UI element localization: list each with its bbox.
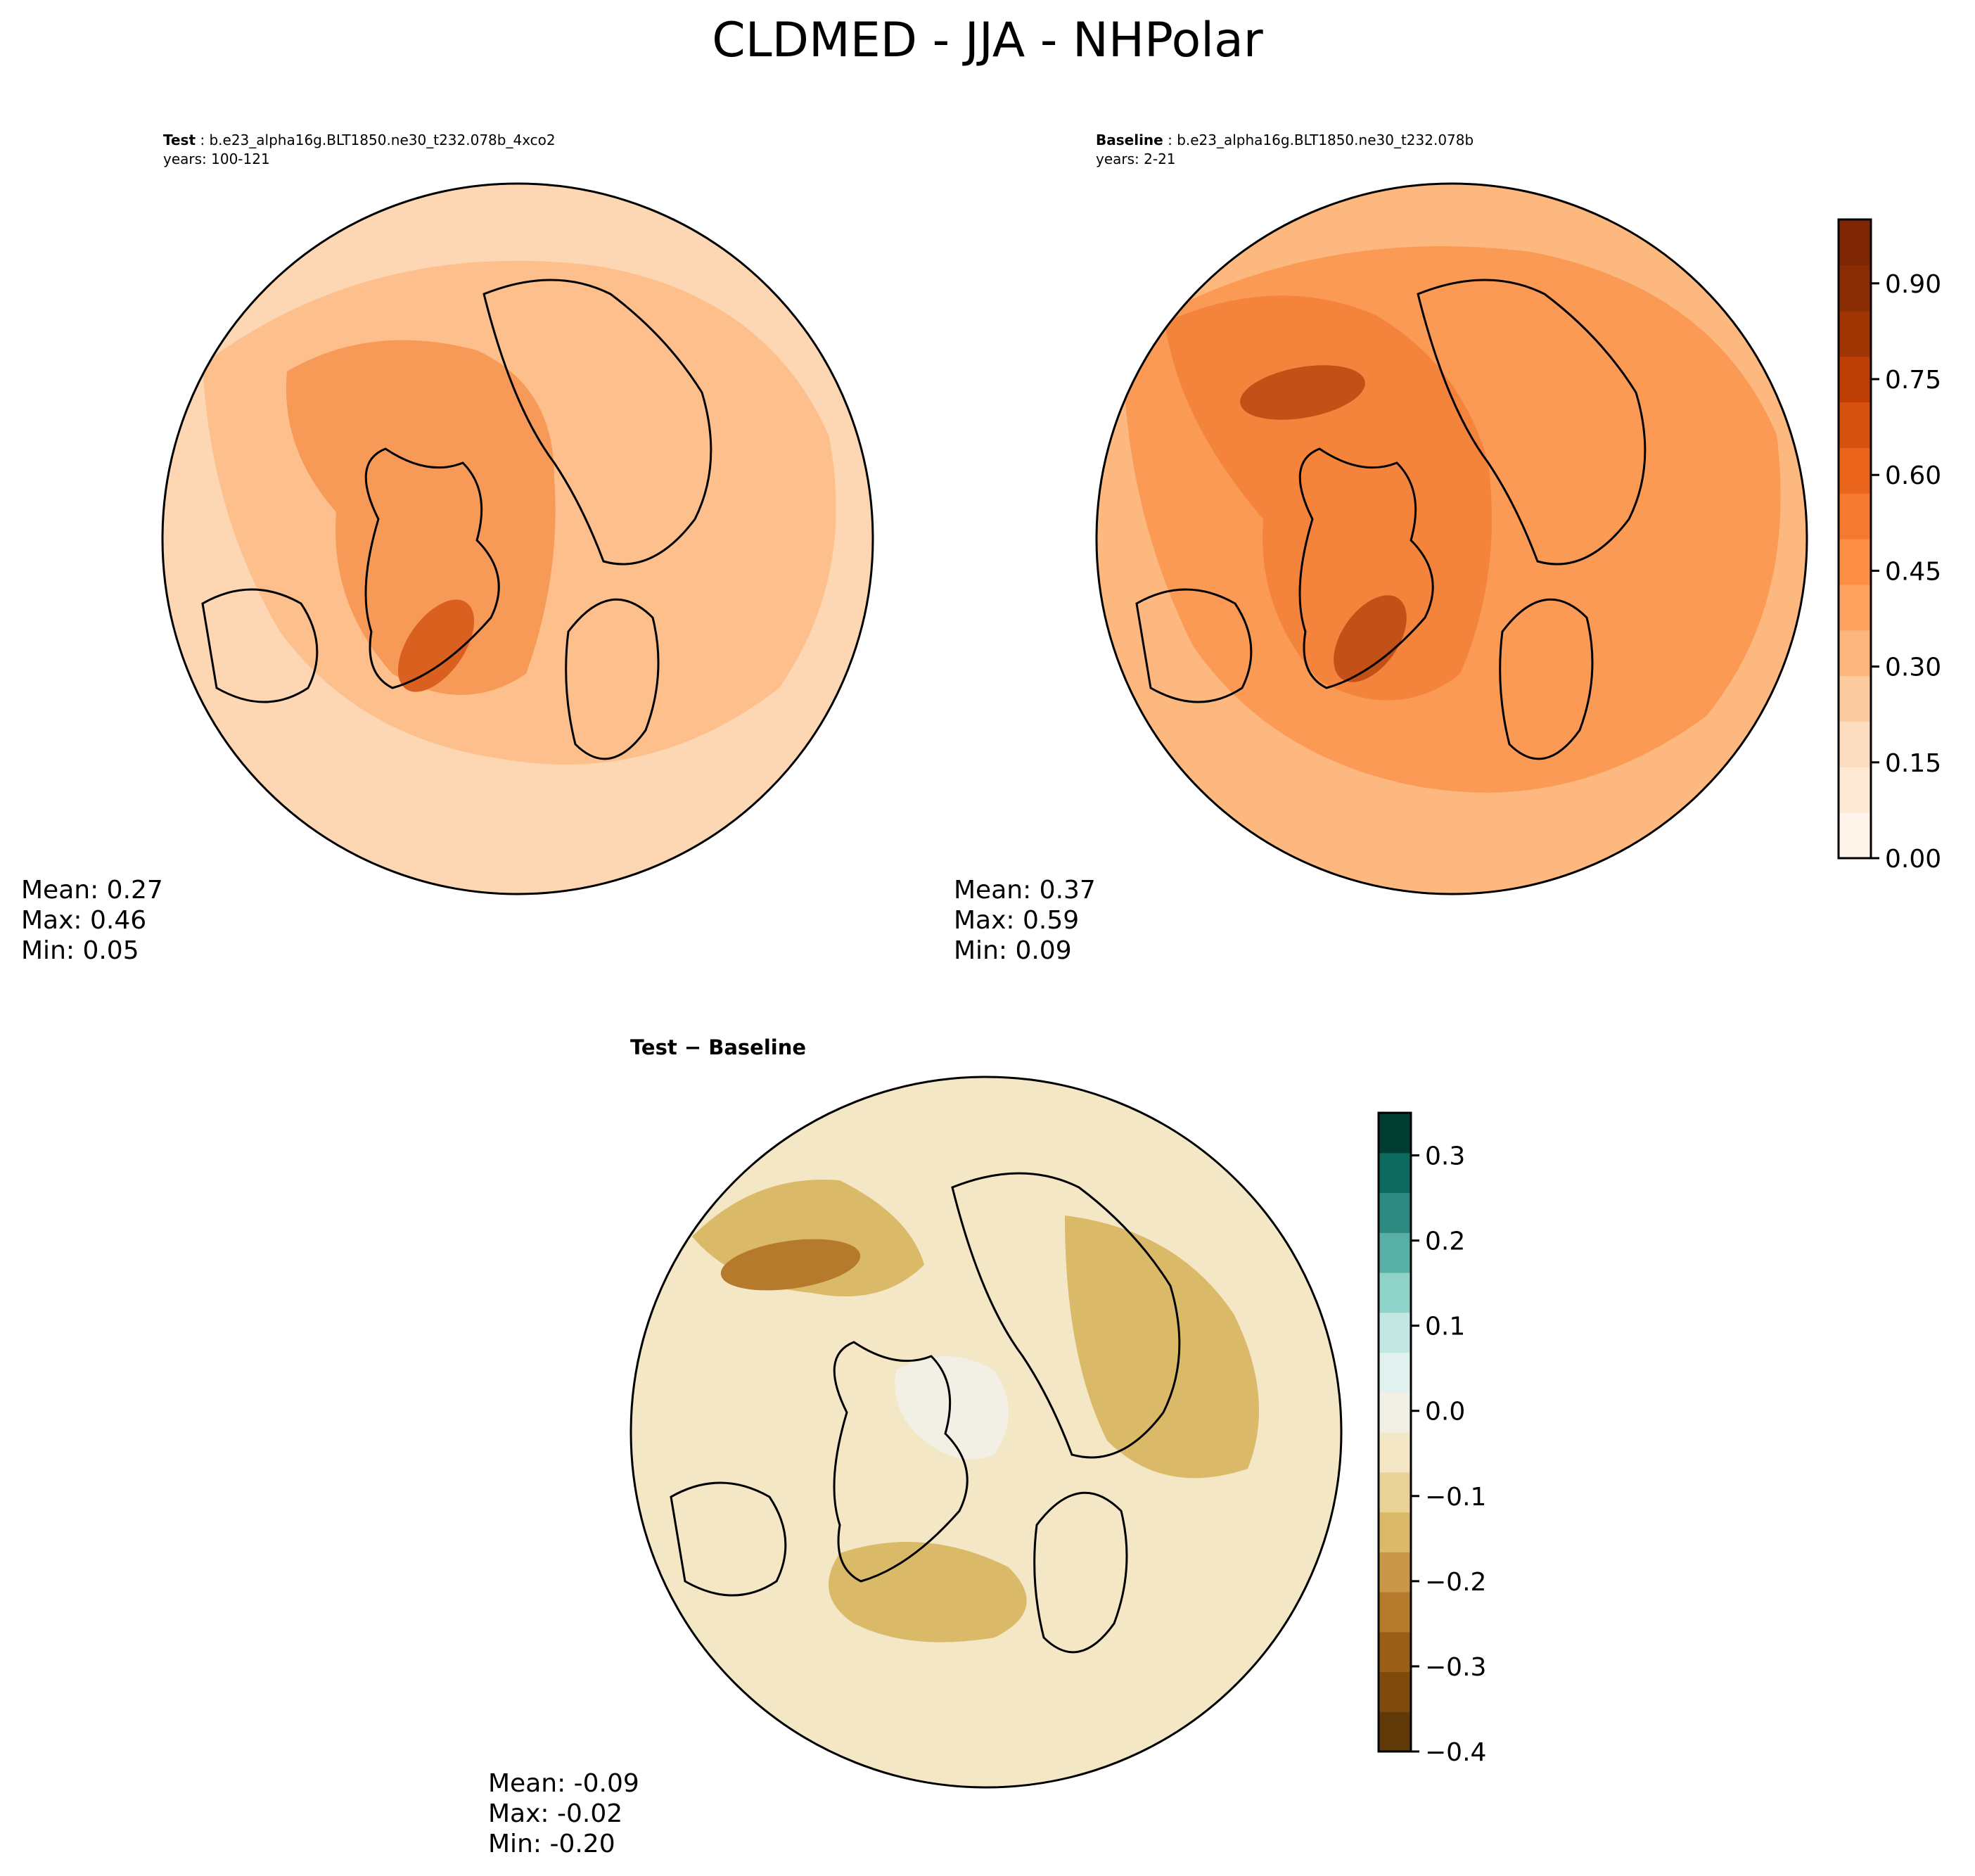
baseline-mean: Mean: 0.37 <box>954 876 1096 905</box>
baseline-label: Baseline <box>1096 132 1163 148</box>
test-stats: Mean: 0.27 Max: 0.46 Min: 0.05 <box>21 875 163 966</box>
difference-colorbar-frame <box>1377 1111 1412 1753</box>
difference-colorbar-tick-label: 0.3 <box>1425 1142 1465 1171</box>
absolute-colorbar-segment <box>1839 402 1871 448</box>
baseline-case-name: b.e23_alpha16g.BLT1850.ne30_t232.078b <box>1177 132 1474 148</box>
diff-mean: Mean: -0.09 <box>488 1769 639 1798</box>
difference-colorbar-tick-label: 0.2 <box>1425 1227 1465 1256</box>
diff-field-eurasia-high <box>720 1239 861 1291</box>
diff-coastline-north-america <box>670 1481 787 1597</box>
baseline-coastline-siberia <box>1417 279 1647 566</box>
test-years: years: 100-121 <box>163 151 270 167</box>
difference-colorbar-segment <box>1379 1352 1411 1393</box>
test-mean: Mean: 0.27 <box>21 876 163 905</box>
absolute-colorbar-segment <box>1839 356 1871 403</box>
absolute-colorbar: 0.00 0.15 0.30 0.45 0.60 0.75 0.90 <box>1837 218 1941 874</box>
absolute-colorbar-tick-label: 0.30 <box>1885 653 1941 682</box>
absolute-colorbar-segment <box>1839 539 1871 585</box>
absolute-colorbar-segment <box>1839 493 1871 540</box>
difference-colorbar-segment <box>1379 1512 1411 1552</box>
test-min: Min: 0.05 <box>21 936 139 965</box>
absolute-colorbar-segment <box>1839 721 1871 767</box>
diff-field-pole-light <box>895 1356 1009 1460</box>
diff-title: Test − Baseline <box>630 1035 807 1059</box>
diff-coastline-greenland <box>833 1341 969 1583</box>
difference-colorbar-segment <box>1379 1472 1411 1513</box>
test-max: Max: 0.46 <box>21 906 147 935</box>
difference-colorbar-tick-label: −0.1 <box>1425 1483 1486 1512</box>
baseline-subtitle: Baseline : b.e23_alpha16g.BLT1850.ne30_t… <box>1096 132 1474 167</box>
difference-colorbar-tick-label: 0.1 <box>1425 1313 1465 1341</box>
difference-colorbar-segment <box>1379 1631 1411 1673</box>
test-field-high <box>286 340 556 695</box>
diff-coastline-siberia <box>951 1172 1181 1459</box>
absolute-colorbar-frame <box>1837 218 1872 860</box>
difference-colorbar-tick-label: −0.2 <box>1425 1568 1486 1597</box>
diff-coastline-scandinavia <box>1033 1491 1128 1654</box>
baseline-field-peak-greenland <box>1334 595 1407 682</box>
difference-colorbar-segment <box>1379 1552 1411 1593</box>
baseline-coastline-greenland <box>1298 447 1434 689</box>
diff-max: Max: -0.02 <box>488 1799 623 1828</box>
absolute-colorbar-segment <box>1839 310 1871 357</box>
difference-colorbar-tick-label: −0.3 <box>1425 1653 1486 1682</box>
diff-field-siberia-mid <box>1065 1215 1259 1479</box>
difference-colorbar-tick-label: −0.4 <box>1425 1738 1486 1767</box>
test-coastline-siberia <box>482 279 712 566</box>
absolute-colorbar-segment <box>1839 584 1871 631</box>
baseline-years: years: 2-21 <box>1096 151 1176 167</box>
test-coastline-greenland <box>364 447 500 689</box>
difference-colorbar: −0.4 −0.3 −0.2 −0.1 0.0 0.1 0.2 0.3 <box>1377 1111 1486 1767</box>
difference-colorbar-segment <box>1379 1272 1411 1313</box>
difference-colorbar-segment <box>1379 1592 1411 1633</box>
absolute-colorbar-tick-label: 0.15 <box>1885 749 1941 778</box>
diff-polar-map <box>629 1076 1343 1789</box>
baseline-coastline-scandinavia <box>1499 598 1594 760</box>
baseline-field-peak-eurasia <box>1240 365 1365 420</box>
absolute-colorbar-segment <box>1839 219 1871 266</box>
difference-colorbar-segment <box>1379 1711 1411 1752</box>
test-coastline-north-america <box>201 588 319 703</box>
baseline-coastline-north-america <box>1135 588 1253 703</box>
difference-colorbar-segment <box>1379 1312 1411 1353</box>
test-field-peak <box>397 599 475 692</box>
baseline-max: Max: 0.59 <box>954 906 1080 935</box>
absolute-colorbar-segment <box>1839 767 1871 813</box>
absolute-colorbar-segment <box>1839 264 1871 312</box>
figure-title: CLDMED - JJA - NHPolar <box>712 13 1263 68</box>
absolute-colorbar-segment <box>1839 630 1871 677</box>
absolute-colorbar-tick-label: 0.45 <box>1885 557 1941 586</box>
diff-stats: Mean: -0.09 Max: -0.02 Min: -0.20 <box>488 1768 639 1859</box>
difference-colorbar-segment <box>1379 1671 1411 1712</box>
difference-colorbar-tick-label: 0.0 <box>1425 1398 1465 1427</box>
absolute-colorbar-segment <box>1839 812 1871 859</box>
diff-map-boundary <box>629 1076 1343 1789</box>
baseline-min: Min: 0.09 <box>954 936 1072 965</box>
test-polar-map <box>161 182 874 895</box>
test-label: Test <box>163 132 196 148</box>
absolute-colorbar-tick-label: 0.00 <box>1885 845 1941 874</box>
test-subtitle: Test : b.e23_alpha16g.BLT1850.ne30_t232.… <box>163 132 556 167</box>
absolute-colorbar-tick-label: 0.90 <box>1885 270 1941 299</box>
difference-colorbar-segment <box>1379 1392 1411 1433</box>
test-coastline-scandinavia <box>565 598 660 760</box>
test-map-boundary <box>161 182 874 895</box>
absolute-colorbar-tick-label: 0.75 <box>1885 366 1941 395</box>
difference-colorbar-segment <box>1379 1152 1411 1194</box>
absolute-colorbar-segment <box>1839 675 1871 722</box>
difference-colorbar-segment <box>1379 1113 1411 1154</box>
test-case-name: b.e23_alpha16g.BLT1850.ne30_t232.078b_4x… <box>209 132 556 148</box>
difference-colorbar-segment <box>1379 1432 1411 1473</box>
baseline-polar-map <box>1095 182 1808 895</box>
absolute-colorbar-segment <box>1839 447 1871 494</box>
difference-colorbar-segment <box>1379 1232 1411 1273</box>
diff-min: Min: -0.20 <box>488 1830 615 1858</box>
diff-field-atlantic-mid <box>829 1542 1027 1642</box>
difference-colorbar-segment <box>1379 1192 1411 1233</box>
baseline-stats: Mean: 0.37 Max: 0.59 Min: 0.09 <box>954 875 1096 966</box>
absolute-colorbar-tick-label: 0.60 <box>1885 461 1941 490</box>
baseline-map-boundary <box>1095 182 1808 895</box>
